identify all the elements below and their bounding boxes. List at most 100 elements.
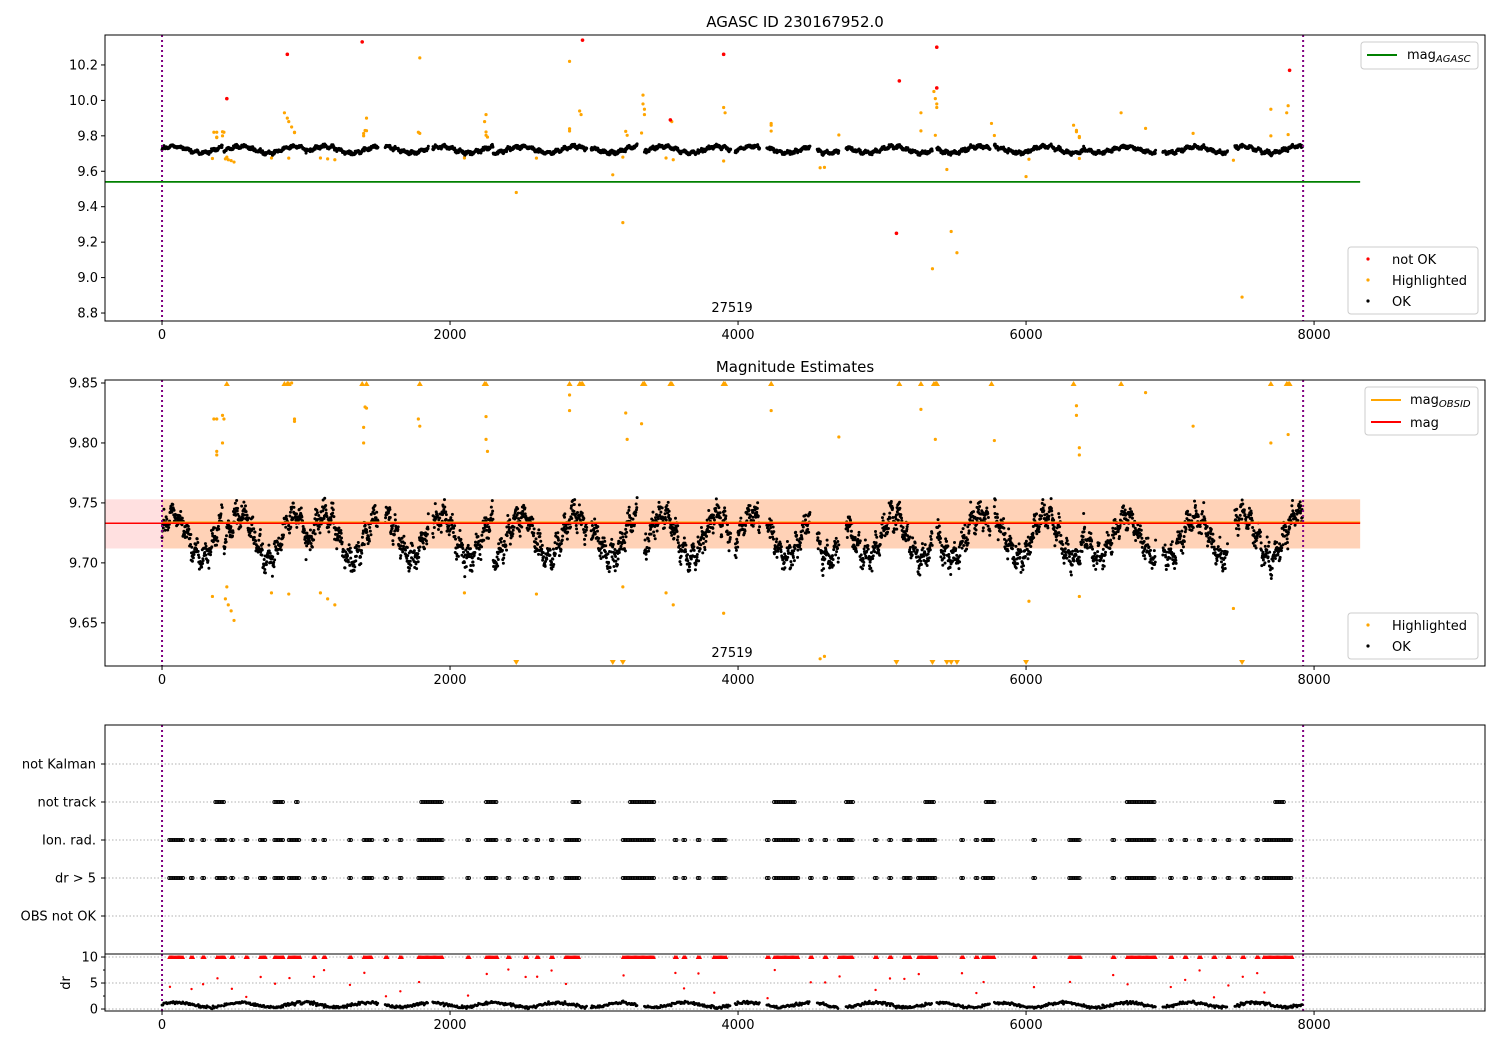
highlighted-point <box>664 156 668 160</box>
ok-point <box>414 562 418 566</box>
highlighted-point <box>1143 126 1148 130</box>
ok-point <box>461 546 465 550</box>
ok-point <box>396 525 400 529</box>
highlighted-point <box>1286 104 1290 108</box>
ok-point <box>352 568 356 572</box>
highlighted-point <box>567 129 572 133</box>
ok-point <box>402 544 406 548</box>
ok-point <box>563 515 567 519</box>
ok-point <box>252 527 256 531</box>
x-tick-label: 8000 <box>1298 328 1331 343</box>
ok-point <box>489 505 493 509</box>
highlighted-point <box>919 129 923 133</box>
ok-point <box>263 568 267 572</box>
ok-point <box>534 537 538 541</box>
ok-point <box>399 554 403 558</box>
dr-axis-label: dr <box>59 976 74 990</box>
ok-point <box>220 503 224 507</box>
ok-point <box>499 537 503 541</box>
highlighted-point <box>1077 156 1081 161</box>
highlighted-point <box>210 156 215 161</box>
ok-point <box>508 542 512 546</box>
ok-point <box>1153 151 1157 155</box>
ok-point <box>597 536 601 540</box>
highlighted-point <box>326 157 330 161</box>
ok-point <box>261 149 265 153</box>
ok-point <box>416 560 420 564</box>
ok-point <box>271 555 275 559</box>
ok-point <box>196 541 200 545</box>
ok-point <box>616 557 620 561</box>
ok-point <box>572 509 576 513</box>
ok-point <box>603 550 607 554</box>
ok-point <box>1225 149 1229 153</box>
ok-point <box>595 529 599 533</box>
ok-point <box>261 542 265 546</box>
ok-point <box>583 543 587 547</box>
ok-point <box>505 534 509 538</box>
ok-point <box>500 548 504 552</box>
ok-point <box>468 547 472 551</box>
ok-point <box>461 550 465 554</box>
ok-point <box>520 525 524 529</box>
ok-point <box>189 542 193 546</box>
highlighted-point <box>318 156 323 160</box>
ok-point <box>610 537 614 541</box>
highlighted-point <box>919 111 923 115</box>
ok-point <box>254 539 258 543</box>
plot-layer: 0 2000 4000 6000 80008.89.09.29.49.69.810.01… <box>21 34 1486 1033</box>
ok-point <box>325 515 329 519</box>
ok-point <box>189 533 193 537</box>
ok-point <box>215 543 219 547</box>
highlighted-point <box>579 112 583 117</box>
ok-point <box>347 543 351 547</box>
ok-point <box>474 532 478 536</box>
ok-point <box>409 563 413 567</box>
ok-point <box>1174 152 1178 156</box>
ok-point <box>284 525 288 529</box>
ok-point <box>204 544 208 548</box>
ok-point <box>191 556 195 560</box>
x-tick-label: 6000 <box>1010 328 1043 343</box>
ok-point <box>614 554 618 558</box>
ok-point <box>363 523 367 527</box>
ok-point <box>180 516 184 520</box>
ok-point <box>295 525 299 529</box>
ok-point <box>559 548 563 552</box>
y-tick-label: 10.0 <box>69 94 98 109</box>
ok-point <box>560 538 564 542</box>
ok-point <box>188 536 192 540</box>
ok-point <box>220 505 224 509</box>
ok-point <box>539 539 543 543</box>
highlighted-point <box>1231 158 1236 162</box>
ok-point <box>247 516 251 520</box>
ok-point <box>187 527 191 531</box>
ok-point <box>611 543 615 547</box>
ok-point <box>439 523 443 527</box>
ok-point <box>453 534 457 538</box>
ok-point <box>167 525 171 529</box>
highlighted-point <box>932 89 936 94</box>
ok-point <box>424 539 428 543</box>
ok-point <box>362 543 366 547</box>
ok-point <box>224 537 228 541</box>
highlighted-point <box>992 133 996 138</box>
ok-point <box>407 569 411 573</box>
ok-point <box>404 548 408 552</box>
ok-point <box>602 536 606 540</box>
ok-point <box>496 564 500 568</box>
ok-point <box>504 544 508 548</box>
ok-point <box>349 556 353 560</box>
ok-point <box>251 515 255 519</box>
ok-point <box>462 560 466 564</box>
highlighted-point <box>1269 134 1273 138</box>
highlighted-point <box>1024 174 1028 179</box>
highlighted-point <box>232 160 236 164</box>
highlighted-point <box>484 112 488 117</box>
ok-point <box>327 530 331 534</box>
ok-point <box>635 506 639 510</box>
ok-point <box>551 557 555 561</box>
highlighted-point <box>212 130 216 134</box>
highlighted-point <box>282 111 287 115</box>
ok-point <box>241 516 245 520</box>
